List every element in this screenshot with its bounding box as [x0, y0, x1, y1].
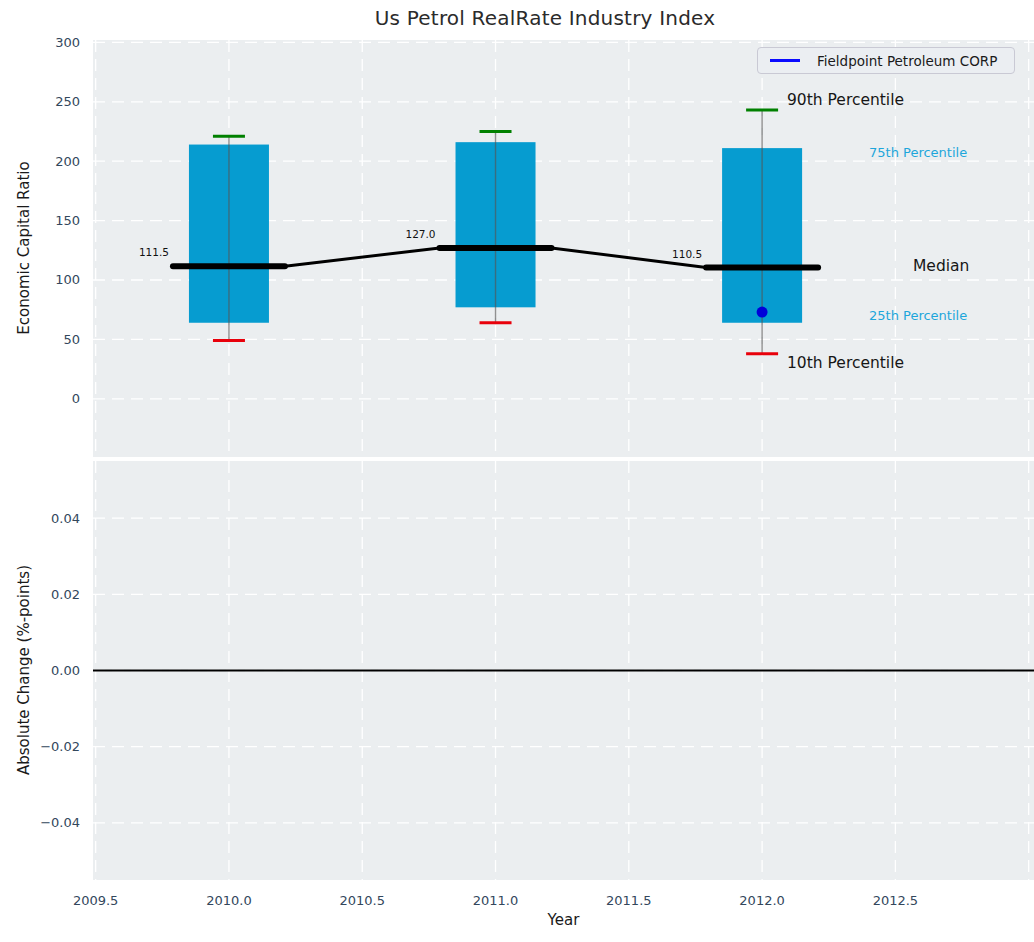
y-tick-label-top: 250 — [55, 94, 80, 109]
y-tick-label-top: 200 — [55, 154, 80, 169]
annotation-10th-percentile: 10th Percentile — [787, 354, 904, 372]
legend-line-swatch — [770, 59, 800, 62]
annotation-25th-percentile: 25th Percentile — [869, 308, 967, 323]
x-tick-label: 2009.5 — [73, 893, 119, 908]
annotation-90th-percentile: 90th Percentile — [787, 91, 904, 109]
y-axis-label-top: Economic Capital Ratio — [15, 161, 33, 334]
y-tick-label-bottom: 0.02 — [51, 587, 80, 602]
x-tick-label: 2010.0 — [206, 893, 252, 908]
y-tick-label-top: 300 — [55, 35, 80, 50]
y-tick-label-bottom: 0.00 — [51, 663, 80, 678]
legend-label: Fieldpoint Petroleum CORP — [817, 53, 997, 69]
median-value-label: 110.5 — [672, 248, 702, 260]
y-tick-label-top: 150 — [55, 213, 80, 228]
y-tick-label-bottom: −0.04 — [40, 815, 80, 830]
x-tick-label: 2011.5 — [606, 893, 652, 908]
x-tick-label: 2012.5 — [873, 893, 919, 908]
median-value-label: 127.0 — [405, 228, 435, 240]
annotation-median: Median — [913, 257, 969, 275]
annotation-75th-percentile: 75th Percentile — [869, 145, 967, 160]
chart-title: Us Petrol RealRate Industry Index — [50, 6, 1034, 30]
x-axis-label: Year — [93, 911, 1034, 929]
y-tick-label-top: 100 — [55, 272, 80, 287]
y-tick-label-bottom: 0.04 — [51, 511, 80, 526]
median-value-label: 111.5 — [139, 246, 169, 258]
figure: 111.5 127.0 110.5 0 50 100 150 200 250 300 0.04 0.0… — [0, 0, 1034, 942]
legend: Fieldpoint Petroleum CORP — [757, 47, 1015, 74]
x-tick-label: 2010.5 — [339, 893, 385, 908]
y-tick-label-top: 50 — [63, 332, 80, 347]
chart-canvas: 111.5 127.0 110.5 0 50 100 150 200 250 300 0.04 0.0… — [0, 0, 1034, 942]
x-tick-label: 2012.0 — [739, 893, 785, 908]
x-tick-label: 2011.0 — [473, 893, 519, 908]
y-tick-label-bottom: −0.02 — [40, 739, 80, 754]
y-axis-label-bottom: Absolute Change (%-points) — [15, 565, 33, 775]
y-tick-label-top: 0 — [72, 391, 80, 406]
company-dot — [757, 307, 768, 318]
